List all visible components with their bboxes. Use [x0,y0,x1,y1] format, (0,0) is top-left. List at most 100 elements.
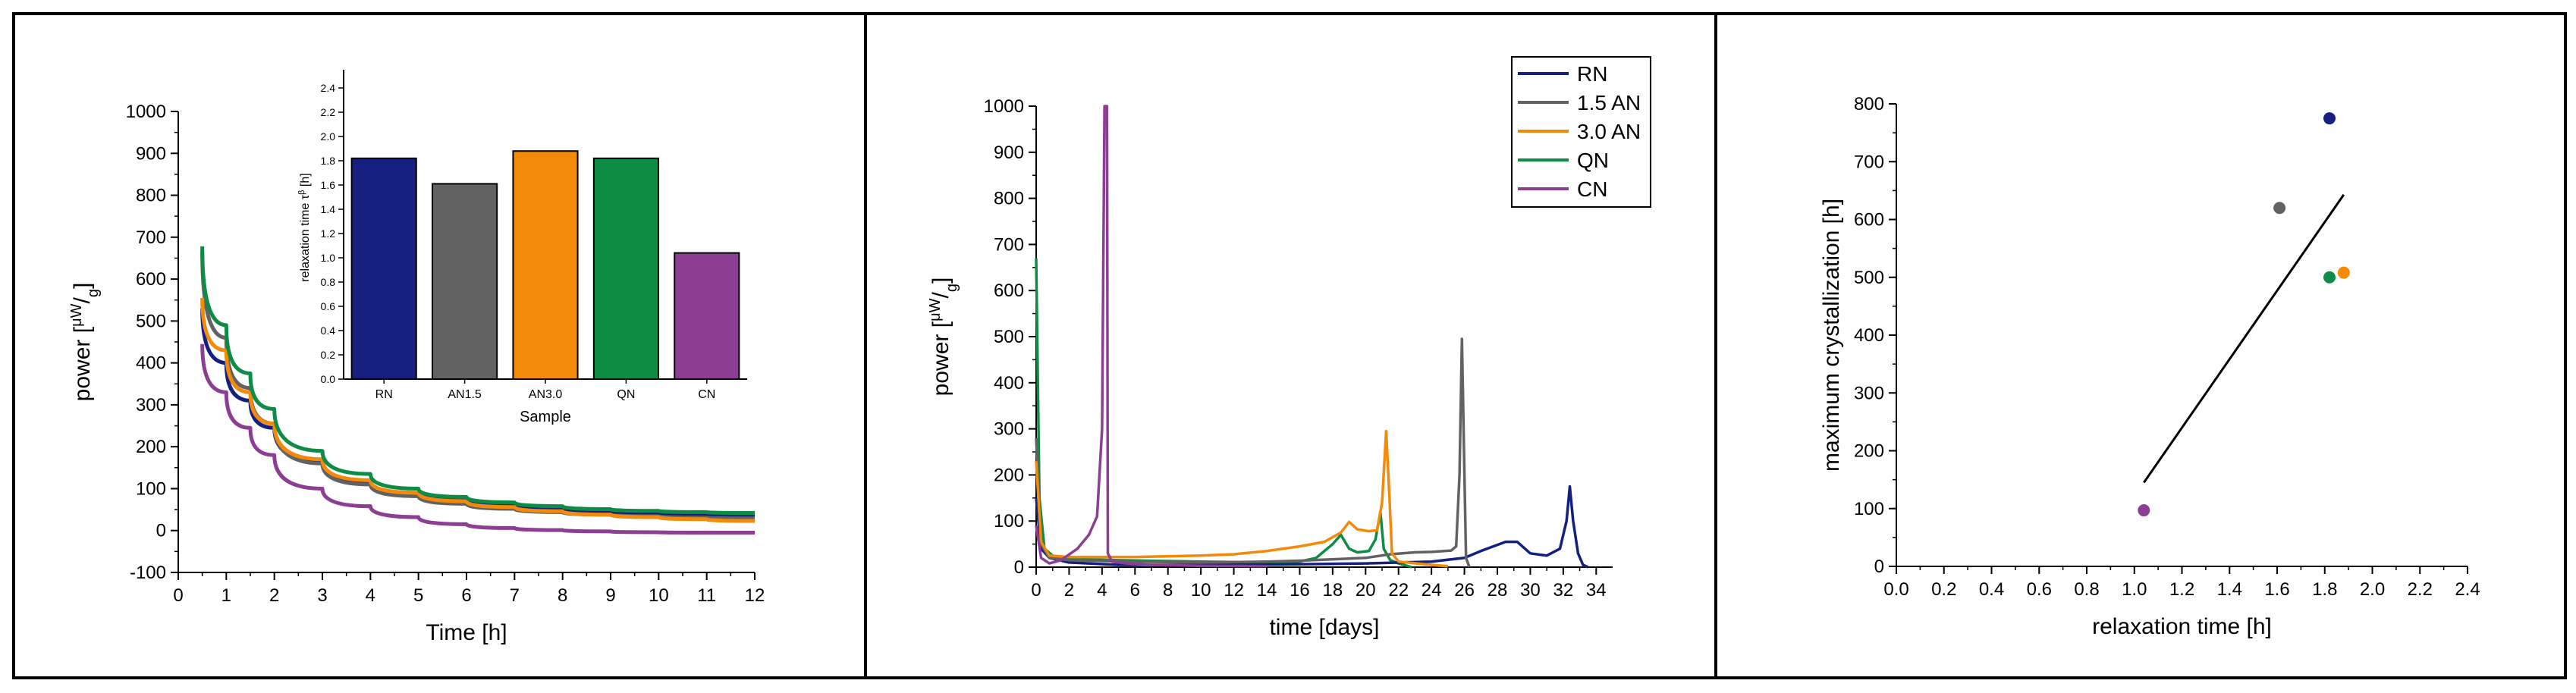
x-tick-label: 1 [221,585,231,606]
inset-bar-qn [592,157,659,381]
inset-bar-rn [350,157,417,381]
scatter-point-an3-0 [2337,266,2350,279]
inset-x-tick-label: RN [375,388,393,401]
y-axis-label-part: / [928,292,953,299]
y-tick-label: 100 [1854,499,1884,519]
inset-x-tick-label: AN1.5 [448,388,482,401]
inset-bar-cn [674,252,740,380]
inset-x-axis-label: Sample [520,409,571,425]
series-line-rn [1035,484,1589,569]
inset-y-axis-label-part: relaxation time τ [299,194,312,281]
series-line-cn [200,343,755,535]
x-axis-label: time [days] [1269,615,1379,640]
y-axis-label: maximum crystallization [h] [1819,199,1844,472]
x-tick-label: 7 [510,585,520,606]
y-tick-label: 0 [1014,557,1024,578]
y-tick-label: 300 [994,419,1024,440]
panel-power-vs-time: 0 1 2 3 4 5 6 7 8 9 10 11 12-10001002003004005006007… [68,70,765,645]
y-tick-label: 500 [136,311,166,331]
x-tick-label: 1.0 [2122,579,2147,600]
x-tick-label: 6 [461,585,471,606]
x-tick-label: 2.2 [2408,579,2433,600]
x-tick-label: 34 [1586,580,1607,600]
x-tick-label: 32 [1553,580,1574,600]
inset-y-tick-label: 0.8 [321,276,336,288]
y-tick-label: 600 [136,269,166,290]
x-tick-label: 5 [413,585,423,606]
x-tick-label: 26 [1454,580,1475,600]
x-tick-label: 4 [366,585,375,606]
x-tick-label: 0.0 [1883,579,1908,600]
x-tick-label: 16 [1290,580,1310,600]
x-tick-label: 11 [697,585,716,606]
inset-y-tick-label: 0.4 [321,325,336,337]
series-line-qn [1035,258,1412,569]
legend-label: RN [1577,62,1607,86]
x-tick-label: 0.6 [2027,579,2052,600]
y-tick-label: 400 [1854,325,1884,346]
y-tick-label: 600 [994,281,1024,301]
inset-y-tick-label: 1.4 [321,203,336,215]
fit-line [2143,193,2345,484]
x-tick-label: 3 [317,585,327,606]
inset-x-tick-label: AN3.0 [529,388,563,401]
x-tick-label: 4 [1097,580,1107,600]
y-tick-label: -100 [130,563,166,583]
x-tick-label: 0.4 [1979,579,2004,600]
x-tick-label: 10 [649,585,669,606]
x-tick-label: 1.2 [2169,579,2194,600]
inset-x-tick-label: QN [617,388,635,401]
series-line-cn [1035,105,1268,568]
x-tick-label: 22 [1388,580,1409,600]
series-line-qn [200,246,756,516]
y-axis-label-part: μW [927,298,944,321]
y-axis-label-part: / [70,297,95,304]
scatter-point-rn [2323,112,2336,125]
x-tick-label: 12 [745,585,765,606]
y-tick-label: 900 [136,143,166,164]
y-tick-label: 600 [1854,210,1884,230]
inset-y-tick-label: 2.0 [321,130,336,143]
y-tick-label: 0 [156,521,166,541]
y-tick-label: 200 [136,437,166,457]
x-tick-label: 1.4 [2217,579,2242,600]
y-axis-label: power [μW/g] [68,283,102,402]
inset-y-tick-label: 1.8 [321,155,336,167]
y-axis-label-part: ] [928,278,953,284]
x-tick-label: 2 [269,585,279,606]
legend-label: QN [1577,149,1609,172]
x-tick-label: 24 [1422,580,1442,600]
y-tick-label: 800 [994,189,1024,209]
legend-label: 1.5 AN [1577,91,1641,114]
y-tick-label: 200 [994,465,1024,485]
x-tick-label: 8 [1163,580,1173,600]
x-tick-label: 0 [173,585,183,606]
inset-y-tick-label: 2.4 [321,82,336,94]
y-axis-label-part: power [ [70,326,95,401]
y-tick-label: 300 [1854,383,1884,403]
inset-y-tick-label: 1.2 [321,227,336,240]
x-axis-label: Time [h] [426,620,507,645]
y-axis-label-part: g [944,284,960,292]
y-tick-label: 100 [994,511,1024,532]
x-tick-label: 1.6 [2264,579,2289,600]
panel-power-vs-days: 0 2 4 6 8 10 12 14 16 18 20 22 24 26 28 30 32 34010020030… [927,56,1651,640]
x-tick-label: 12 [1224,580,1244,600]
inset-y-axis-label-part: β [297,190,306,195]
inset-y-tick-label: 2.2 [321,106,336,118]
x-tick-label: 28 [1487,580,1508,600]
inset-bar-an1-5 [432,183,498,380]
scatter-point-an1-5 [2273,202,2286,215]
y-tick-label: 400 [994,373,1024,394]
y-tick-label: 100 [136,478,166,499]
y-tick-label: 0 [1874,557,1884,577]
series-line-1-5-an [1035,337,1471,568]
series-line-an3-0 [200,297,756,523]
y-tick-label: 1000 [984,96,1024,117]
figure-border [12,12,2567,679]
y-tick-label: 900 [994,143,1024,163]
x-tick-label: 30 [1520,580,1541,600]
x-tick-label: 2.0 [2360,579,2385,600]
inset-y-tick-label: 0.6 [321,300,336,312]
y-tick-label: 800 [136,186,166,206]
